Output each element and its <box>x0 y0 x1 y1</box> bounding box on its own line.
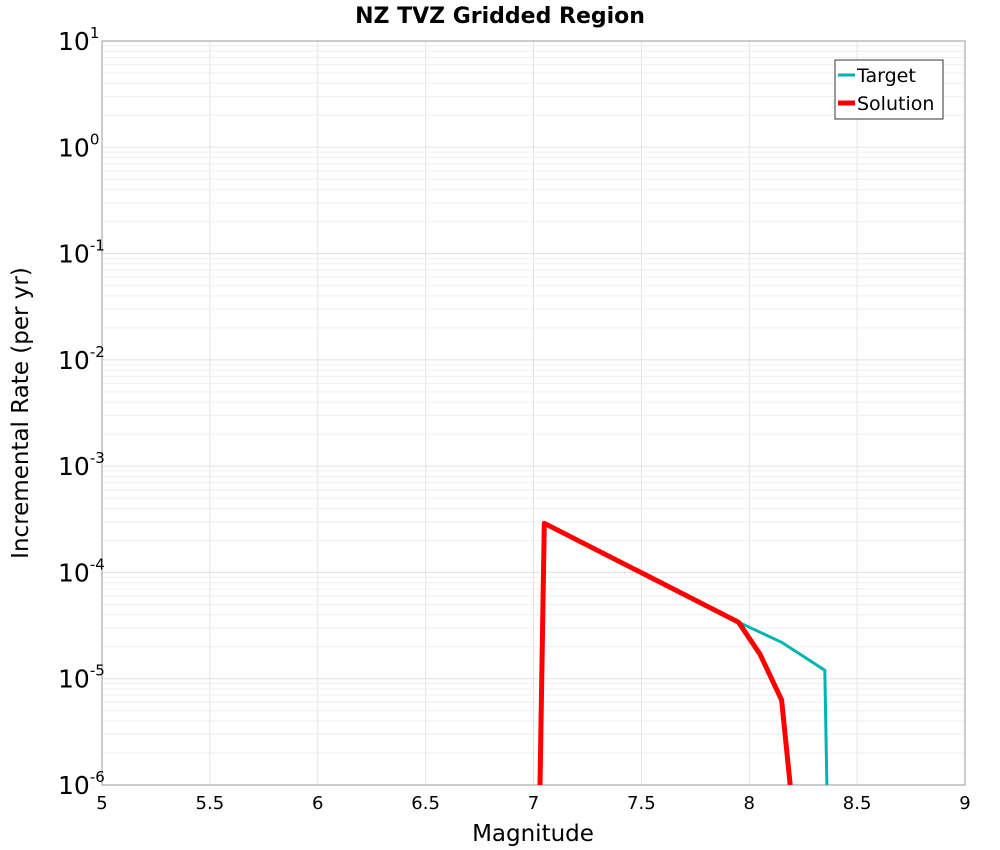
y-tick-label: 10-2 <box>58 343 105 375</box>
x-tick-label: 8 <box>744 793 755 814</box>
x-tick-label: 7 <box>528 793 539 814</box>
legend-label-solution: Solution <box>857 93 934 115</box>
y-tick-label: 10-3 <box>58 449 105 481</box>
x-tick-label: 7.5 <box>627 793 656 814</box>
y-axis-label: Incremental Rate (per yr) <box>8 267 34 559</box>
y-tick-label: 100 <box>58 130 99 162</box>
x-tick-label: 6.5 <box>411 793 440 814</box>
x-tick-label: 5 <box>96 793 107 814</box>
x-axis-ticks: 5 5.5 6 6.5 7 7.5 8 8.5 9 <box>96 793 970 814</box>
chart-title: NZ TVZ Gridded Region <box>355 4 645 29</box>
x-axis-label: Magnitude <box>472 821 594 847</box>
plot-frame <box>101 40 966 786</box>
legend-box <box>834 59 944 120</box>
x-tick-label: 8.5 <box>843 793 872 814</box>
y-tick-label: 10-5 <box>58 662 105 694</box>
series-layer <box>537 520 829 786</box>
y-tick-label: 10-1 <box>58 237 105 269</box>
legend-label-target: Target <box>856 65 916 87</box>
series-line-solution <box>537 520 793 786</box>
y-tick-label: 10-4 <box>58 555 105 587</box>
y-tick-label: 10-6 <box>58 768 105 800</box>
legend: Target Solution <box>834 59 944 120</box>
x-tick-label: 9 <box>959 793 970 814</box>
grid <box>101 40 966 786</box>
y-tick-label: 101 <box>58 24 99 56</box>
x-tick-label: 6 <box>312 793 323 814</box>
x-tick-label: 5.5 <box>196 793 225 814</box>
y-axis-ticks: 101 100 10-1 10-2 10-3 10-4 10-5 10-6 <box>58 24 105 800</box>
